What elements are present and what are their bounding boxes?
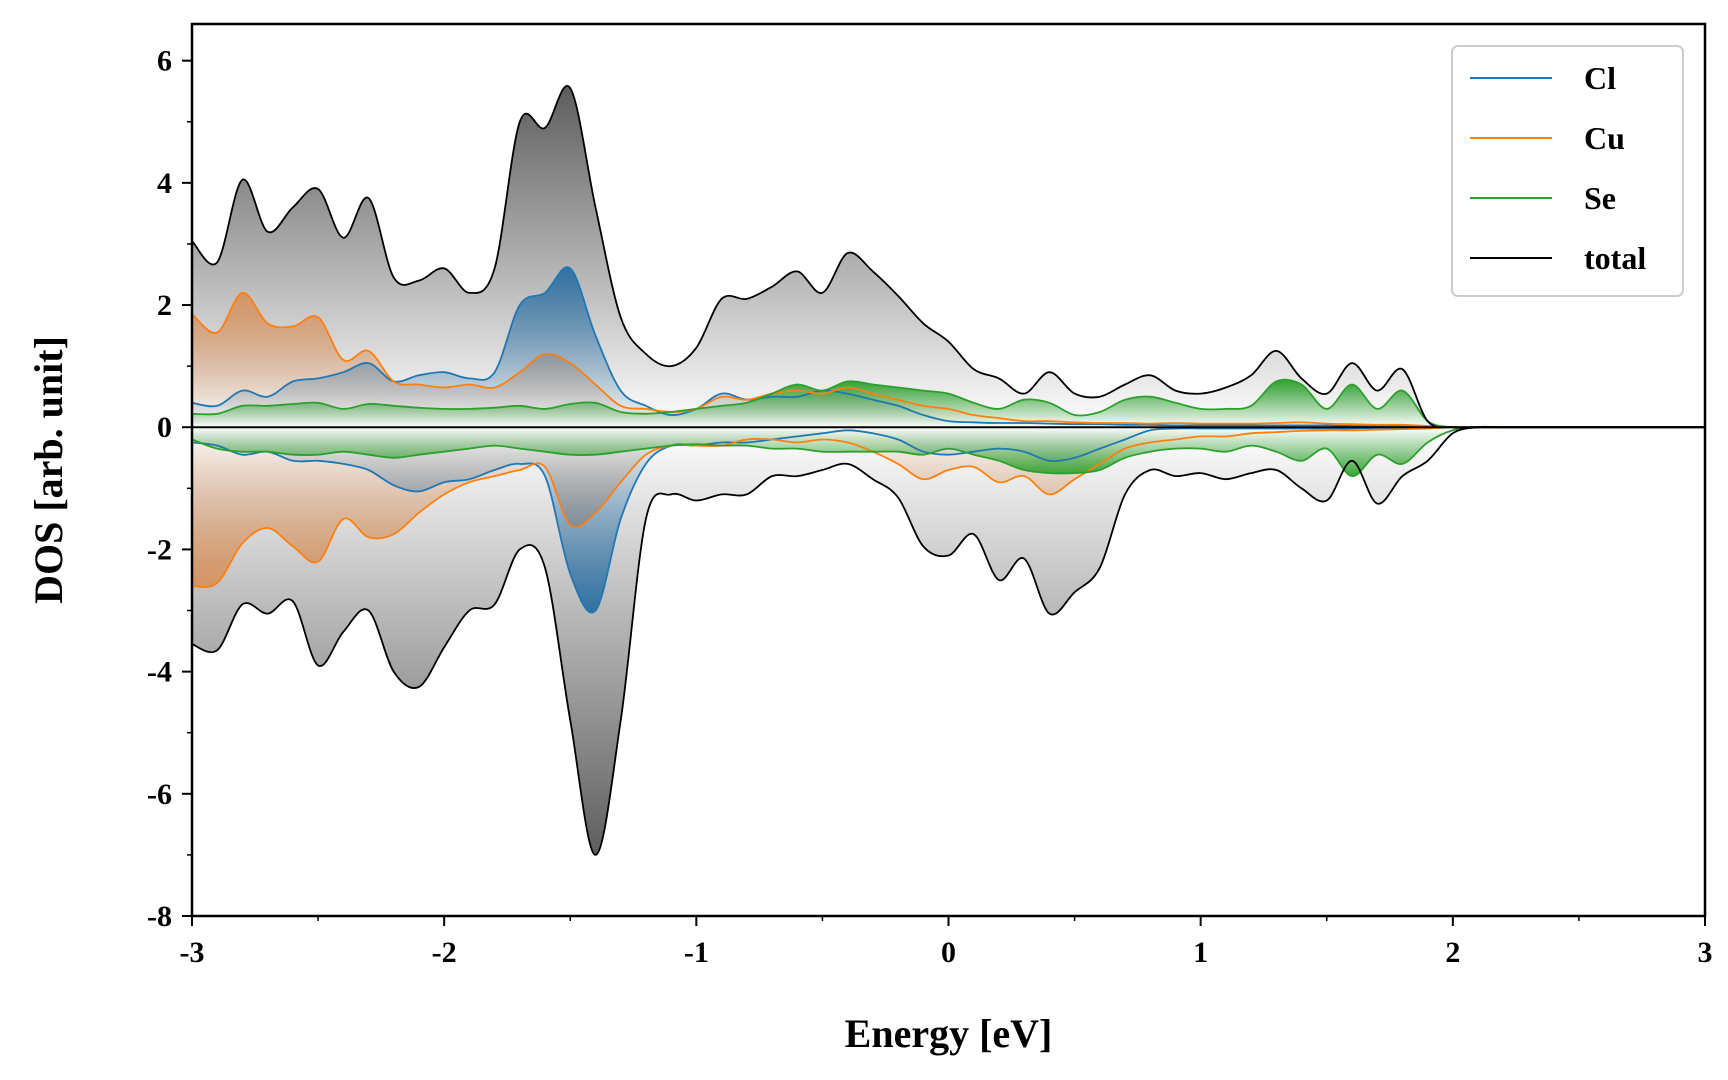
se-down-fill (192, 426, 1705, 477)
legend: Cl Cu Se total (1451, 45, 1684, 297)
y-tick-label: -6 (147, 778, 172, 811)
cu-up-line (191, 291, 1705, 429)
y-tick-label: 6 (157, 45, 172, 78)
x-tick-label: 0 (941, 936, 956, 969)
legend-label-cu: Cu (1584, 120, 1625, 156)
series-lines (191, 84, 1705, 856)
x-tick-label: -3 (180, 936, 205, 969)
x-tick-label: -1 (684, 936, 709, 969)
x-tick-label: 2 (1445, 936, 1460, 969)
y-tick-label: 2 (157, 289, 172, 322)
x-tick-label: 3 (1698, 936, 1713, 969)
cl-down-fill (192, 427, 1705, 613)
axis-ticks: -3 -2 -1 0 1 2 3 -8 -6 -4 -2 0 2 4 6 (147, 45, 1713, 969)
x-axis-title: Energy [eV] (845, 1011, 1053, 1056)
total-down-line (191, 425, 1705, 856)
cl-up-line (191, 266, 1705, 429)
y-tick-label: -4 (147, 656, 172, 689)
se-up-fill (192, 379, 1705, 428)
se-up-line (191, 378, 1705, 429)
y-tick-label: 0 (157, 411, 172, 444)
legend-label-se: Se (1584, 180, 1616, 216)
legend-label-cl: Cl (1584, 60, 1616, 96)
cl-up-fill (192, 267, 1705, 428)
y-tick-label: -8 (147, 900, 172, 933)
total-up-line (191, 84, 1705, 429)
cl-down-line (191, 426, 1705, 614)
se-down-line (191, 426, 1705, 477)
x-tick-label: 1 (1193, 936, 1208, 969)
area-fills (192, 85, 1705, 855)
cu-down-line (191, 426, 1705, 588)
legend-box (1451, 45, 1684, 297)
x-tick-label: -2 (432, 936, 457, 969)
y-tick-label: -2 (147, 533, 172, 566)
y-tick-label: 4 (157, 167, 172, 200)
y-axis-title: DOS [arb. unit] (26, 336, 71, 604)
legend-label-total: total (1584, 240, 1646, 276)
